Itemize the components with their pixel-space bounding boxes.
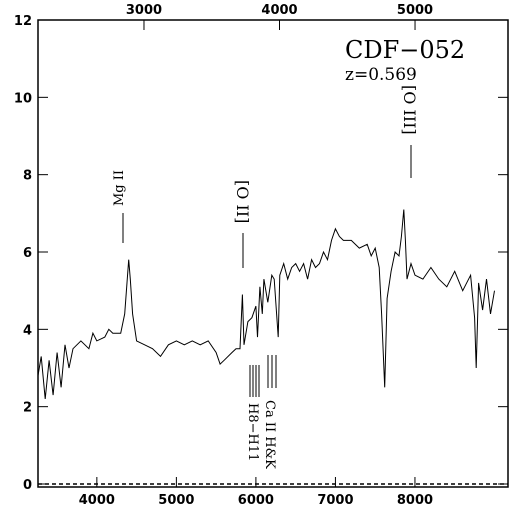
- y-tick-label: 2: [23, 401, 32, 416]
- annotation: [O II]: [233, 180, 252, 223]
- chart-title: CDF−052: [345, 36, 465, 64]
- x2-tick-label: 3000: [126, 3, 162, 18]
- x-tick-label: 4000: [79, 493, 115, 508]
- y-tick-label: 4: [23, 323, 32, 338]
- x2-tick-label: 4000: [261, 3, 297, 18]
- annotation: Mg II: [112, 170, 127, 206]
- y-tick-label: 0: [23, 478, 32, 493]
- y-tick-label: 10: [14, 91, 32, 106]
- spectrum-line: [37, 209, 495, 399]
- x2-tick-label: 5000: [397, 3, 433, 18]
- annotation: H8−H11: [245, 403, 260, 461]
- annotation: Ca II H&K: [262, 400, 277, 469]
- x-tick-label: 5000: [158, 493, 194, 508]
- chart-subtitle: z=0.569: [345, 65, 417, 85]
- x-tick-label: 8000: [397, 493, 433, 508]
- y-tick-label: 12: [14, 14, 32, 29]
- x-tick-label: 7000: [317, 493, 353, 508]
- y-tick-label: 6: [23, 246, 32, 261]
- y-tick-label: 8: [23, 169, 32, 184]
- plot-frame: [37, 19, 509, 488]
- annotation: [O III]: [400, 85, 419, 135]
- x-tick-label: 6000: [238, 493, 274, 508]
